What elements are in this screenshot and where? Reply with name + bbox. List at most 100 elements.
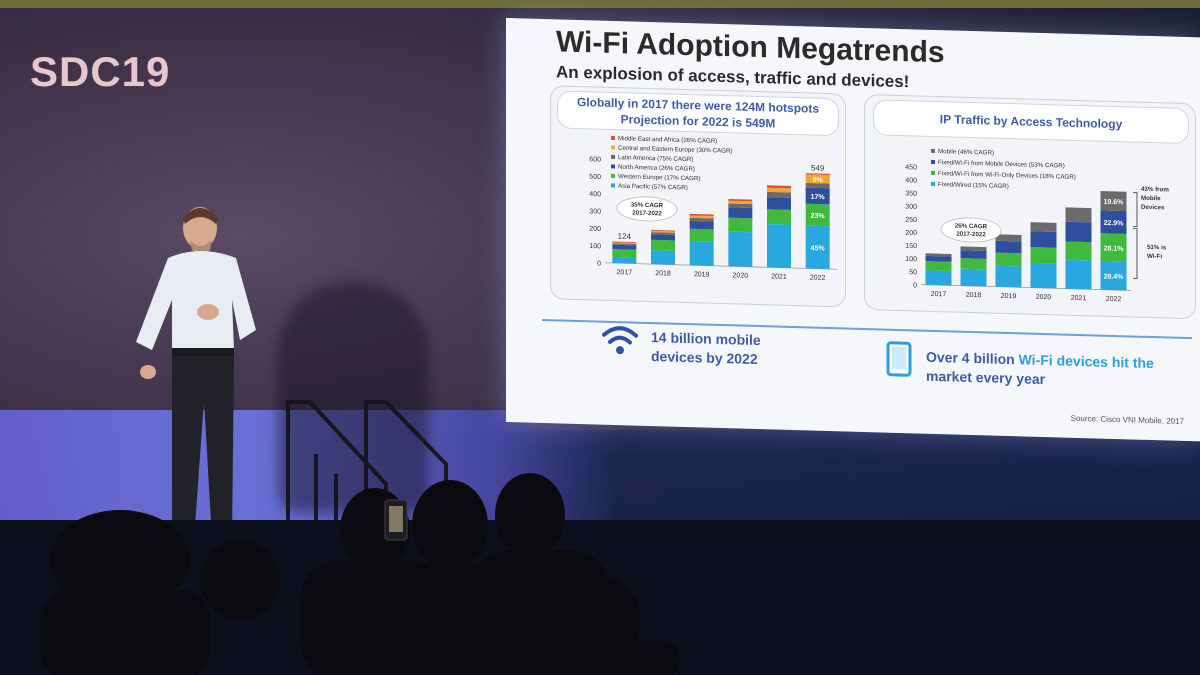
x-tick-label: 2022 (810, 274, 826, 281)
bar-segment (925, 261, 952, 272)
legend-label: North America (26% CAGR) (618, 164, 695, 173)
bar-segment (728, 217, 753, 233)
bar-data-label: 19.6% (1104, 199, 1125, 207)
bar-segment (1030, 222, 1057, 232)
bar-segment (805, 203, 830, 227)
bar-segment (689, 220, 714, 230)
bar-segment (612, 244, 637, 250)
traffic-chart: 0 50 100 150 200 250 300 350 400 450 2017 2018 2019 2… (905, 148, 1169, 303)
cagr-bubble (616, 196, 678, 222)
x-tick-label: 2018 (655, 270, 671, 277)
stat-wifi-number: Over 4 billion (926, 348, 1015, 368)
bar-segment (651, 229, 675, 232)
y-tick-label: 450 (905, 164, 917, 171)
legend-label: Western Europe (17% CAGR) (618, 173, 700, 182)
bar-segment (612, 243, 637, 246)
cagr-period-label: 2017-2022 (632, 210, 662, 218)
y-tick-label: 400 (905, 177, 917, 184)
bar-segment (612, 249, 637, 258)
bar-segment (1030, 247, 1057, 264)
y-tick-label: 100 (589, 243, 601, 250)
cagr-label: 26% CAGR (955, 223, 988, 231)
bar-data-label: 45% (811, 245, 826, 252)
bar-data-label: 28.4% (1104, 274, 1125, 282)
bracket-mobile (1133, 192, 1138, 228)
bar-segment (689, 228, 714, 242)
x-tick-label: 2019 (694, 271, 710, 278)
ceiling-strip (0, 0, 1200, 8)
legend-swatch (611, 173, 615, 179)
traffic-chart-panel: IP Traffic by Access Technology 0 50 100 15… (864, 93, 1196, 320)
presenter-shadow (278, 282, 428, 512)
bar-segment (925, 270, 952, 286)
bar-segment (728, 231, 753, 267)
y-tick-label: 500 (589, 174, 601, 181)
bar-segment (1065, 207, 1092, 223)
bar-segment (767, 187, 791, 193)
bar-segment (995, 240, 1022, 254)
bar-segment (612, 256, 637, 264)
bar-data-label: 23% (811, 213, 826, 220)
bar-segment (1065, 221, 1092, 243)
bar-segment (728, 200, 753, 205)
legend-swatch (611, 164, 615, 169)
y-tick-label: 300 (905, 203, 917, 210)
side-note-wifi: Wi-Fi (1147, 253, 1162, 260)
y-tick-label: 350 (905, 190, 917, 197)
bar-segment (925, 253, 952, 257)
bar-segment (995, 265, 1022, 288)
bar-segment (1100, 191, 1127, 212)
stat-mobile-word: mobile (715, 330, 761, 349)
legend-label: Asia Pacific (57% CAGR) (618, 183, 688, 192)
x-tick-label: 2019 (1001, 293, 1017, 300)
x-tick-label: 2017 (617, 269, 633, 276)
bar-segment (960, 258, 987, 270)
bar-segment (805, 173, 830, 176)
bar-segment (960, 246, 987, 252)
x-tick-label: 2021 (1071, 295, 1087, 302)
audience (40, 473, 680, 675)
side-note-mobile: Mobile (1141, 195, 1161, 203)
y-tick-label: 100 (905, 256, 917, 263)
x-tick-label: 2020 (733, 272, 749, 279)
bar-segment (1065, 259, 1092, 290)
y-tick-label: 50 (909, 269, 917, 276)
legend-swatch (611, 135, 615, 141)
legend-swatch (931, 148, 935, 153)
bar-segment (1100, 233, 1127, 263)
y-tick-label: 0 (913, 282, 917, 289)
cagr-label: 35% CAGR (631, 201, 664, 209)
hotspots-chart-panel: Globally in 2017 there were 124M hotspot… (550, 85, 846, 308)
bar-segment (1030, 231, 1057, 248)
y-tick-label: 200 (589, 226, 601, 233)
y-tick-label: 300 (589, 208, 601, 215)
bar-segment (612, 241, 637, 244)
bar-segment (767, 185, 791, 189)
x-tick-label: 2018 (966, 292, 982, 299)
bar-segment (995, 252, 1022, 267)
y-tick-label: 250 (905, 217, 917, 224)
x-tick-label: 2022 (1106, 296, 1122, 303)
bar-segment (805, 225, 830, 270)
bar-segment (805, 174, 830, 184)
bar-segment (1100, 261, 1127, 291)
bar-segment (651, 230, 675, 233)
stat-wifi-devices: Over 4 billion Wi-Fi devices hit the mar… (926, 348, 1186, 393)
legend-swatch (931, 159, 935, 164)
stat-wifi-highlight: Wi-Fi devices hit the (1018, 351, 1154, 372)
bar-total-label: 124 (618, 232, 632, 241)
legend-label: Mobile (46% CAGR) (938, 148, 994, 157)
legend-label: Central and Eastern Europe (30% CAGR) (618, 145, 733, 155)
bar-data-label: 28.1% (1104, 245, 1125, 253)
side-note-wifi: 51% is (1147, 244, 1167, 252)
hotspots-chart: 0 100 200 300 400 500 600 2017 124 2018 2019 2020 20… (589, 135, 837, 282)
legend-label: Middle East and Africa (26% CAGR) (618, 135, 717, 145)
legend-swatch (931, 170, 935, 175)
side-note-mobile: Devices (1141, 204, 1165, 212)
tablet-icon (886, 341, 912, 377)
bar-segment (651, 250, 675, 265)
bar-segment (995, 234, 1022, 242)
bar-segment (767, 191, 791, 198)
x-tick-label: 2021 (771, 273, 787, 280)
